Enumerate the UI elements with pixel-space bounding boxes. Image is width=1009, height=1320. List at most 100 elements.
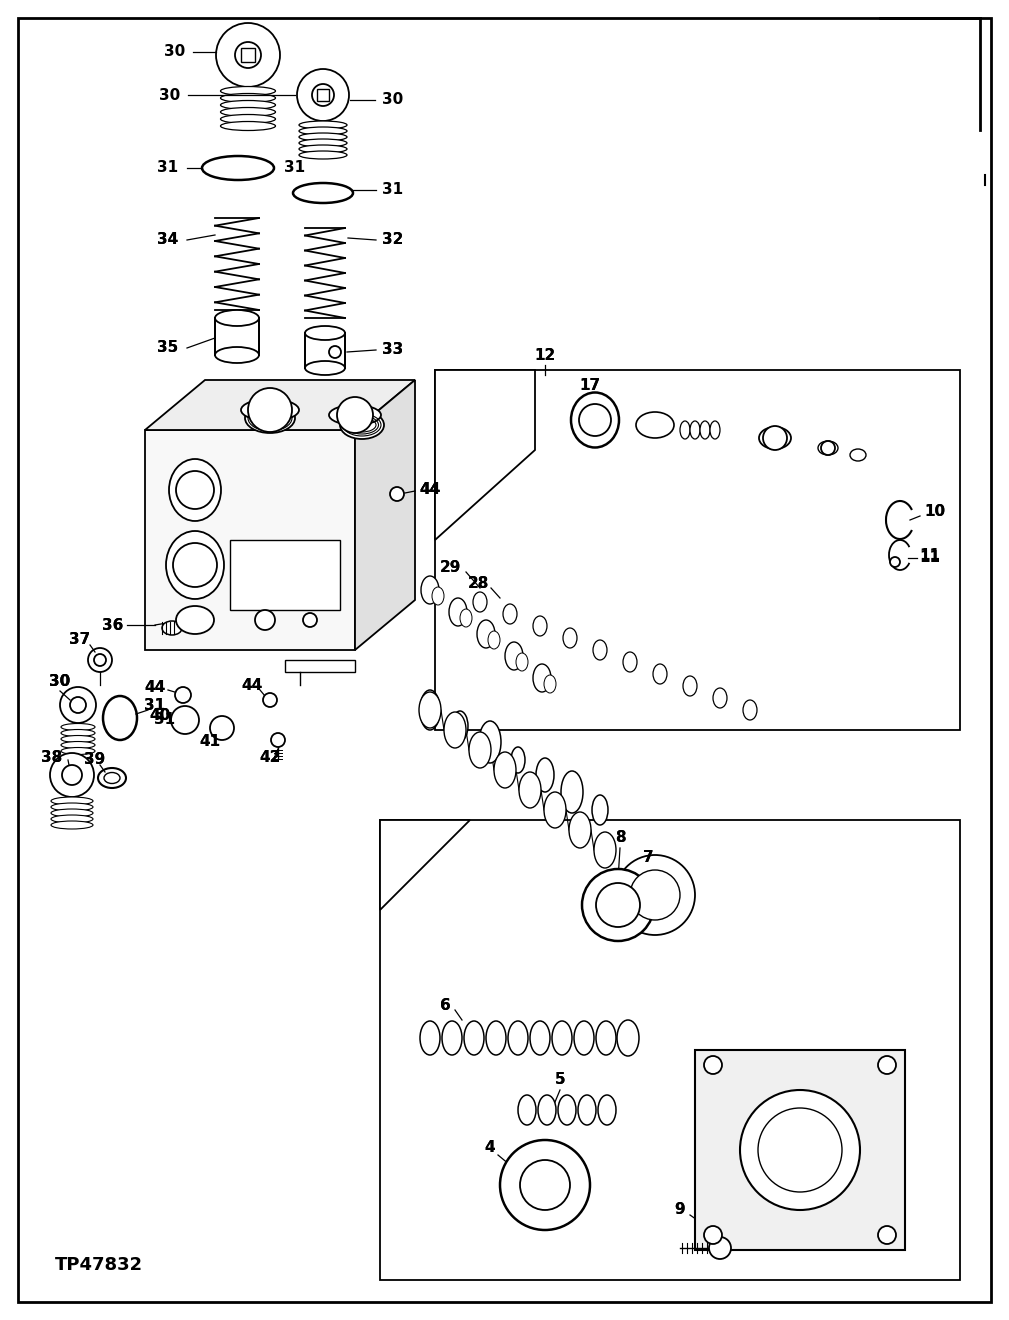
Ellipse shape [51,821,93,829]
Ellipse shape [653,664,667,684]
Bar [695,1049,905,1250]
Circle shape [329,346,341,358]
Ellipse shape [713,688,727,708]
Circle shape [303,612,317,627]
Circle shape [171,706,199,734]
Text: 11: 11 [919,548,940,562]
Text: 41: 41 [200,734,221,750]
Ellipse shape [51,809,93,817]
Polygon shape [435,370,535,540]
Ellipse shape [215,310,259,326]
Ellipse shape [519,772,541,808]
Ellipse shape [818,441,838,455]
Text: 31: 31 [154,713,176,727]
Circle shape [94,653,106,667]
Text: 6: 6 [440,998,450,1012]
Ellipse shape [504,642,523,671]
Text: 30: 30 [382,92,404,107]
Text: 40: 40 [149,708,171,722]
Ellipse shape [690,421,700,440]
Text: 35: 35 [157,341,179,355]
Circle shape [758,1107,842,1192]
Ellipse shape [494,752,516,788]
Ellipse shape [680,421,690,440]
Ellipse shape [544,792,566,828]
Text: 44: 44 [241,678,262,693]
Text: 38: 38 [41,750,63,764]
Ellipse shape [759,426,791,449]
Ellipse shape [552,1020,572,1055]
Ellipse shape [221,87,275,95]
Ellipse shape [432,587,444,605]
Text: 8: 8 [614,830,626,846]
Text: TP47832: TP47832 [55,1257,143,1274]
Text: 10: 10 [924,504,945,520]
Circle shape [312,84,334,106]
Text: 30: 30 [49,675,71,689]
Circle shape [88,648,112,672]
Polygon shape [145,430,355,649]
Text: 5: 5 [555,1072,565,1088]
Text: 33: 33 [382,342,404,358]
Circle shape [176,471,214,510]
Text: 17: 17 [579,378,600,392]
Ellipse shape [533,616,547,636]
Ellipse shape [571,392,619,447]
Ellipse shape [598,1096,616,1125]
Text: 17: 17 [579,378,600,392]
Ellipse shape [683,676,697,696]
Ellipse shape [473,591,487,612]
Ellipse shape [420,1020,440,1055]
Ellipse shape [743,700,757,719]
Text: 39: 39 [85,752,106,767]
Circle shape [878,1226,896,1243]
Text: 6: 6 [440,998,450,1012]
Ellipse shape [299,150,347,158]
Circle shape [216,22,281,87]
Ellipse shape [710,421,720,440]
Ellipse shape [442,1020,462,1055]
Circle shape [50,752,94,797]
Polygon shape [145,380,415,430]
Text: 4: 4 [484,1140,495,1155]
Text: 37: 37 [70,632,91,648]
Ellipse shape [516,653,528,671]
Text: 8: 8 [614,830,626,846]
Text: 12: 12 [535,347,556,363]
Ellipse shape [616,1020,639,1056]
Ellipse shape [215,347,259,363]
Circle shape [60,686,96,723]
Ellipse shape [594,832,616,869]
Ellipse shape [596,1020,616,1055]
Bar [215,318,259,355]
Text: 44: 44 [420,483,441,498]
Circle shape [210,715,234,741]
Circle shape [271,733,285,747]
Circle shape [709,1237,731,1259]
Text: 10: 10 [924,504,945,520]
Text: 42: 42 [259,751,281,766]
Text: 28: 28 [467,576,488,590]
Circle shape [235,42,261,69]
Text: 38: 38 [41,750,63,764]
Text: 32: 32 [382,232,404,248]
Ellipse shape [221,121,275,131]
Circle shape [248,388,292,432]
Circle shape [579,404,611,436]
Ellipse shape [511,747,525,774]
Text: 31: 31 [285,161,306,176]
Text: 37: 37 [70,632,91,648]
Text: 7: 7 [643,850,653,866]
Circle shape [175,686,191,704]
Circle shape [62,766,82,785]
Ellipse shape [299,121,347,129]
Text: 44: 44 [241,678,262,693]
Circle shape [763,426,787,450]
Bar [230,540,340,610]
Text: 12: 12 [535,347,556,363]
Text: 44: 44 [144,681,165,696]
Ellipse shape [700,421,710,440]
Ellipse shape [305,360,345,375]
Ellipse shape [544,675,556,693]
Text: 41: 41 [200,734,221,750]
